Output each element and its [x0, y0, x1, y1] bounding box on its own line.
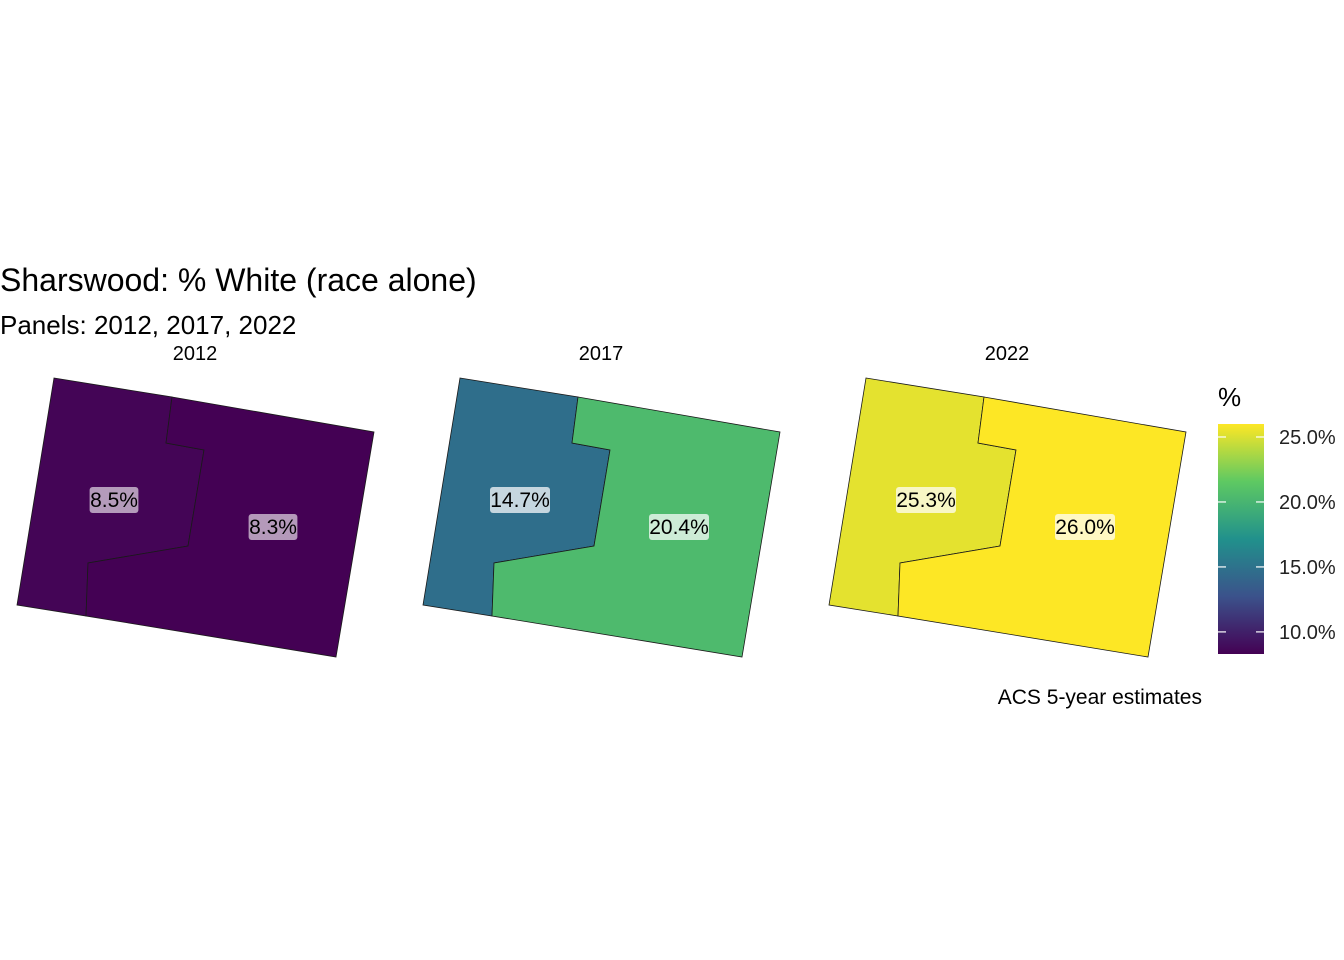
tract-east [85, 396, 375, 658]
value-label-text: 8.5% [90, 489, 138, 512]
map-panels: 2012 8.5% 8.3% 2017 14.7% 20.4% 2022 25.3% 26.0% [16, 343, 1187, 658]
legend-tick-label: 10.0% [1279, 622, 1336, 644]
panel-2012: 2012 8.5% 8.3% [16, 343, 375, 658]
chart-title: Sharswood: % White (race alone) [0, 262, 477, 298]
value-label-text: 8.3% [249, 516, 297, 539]
tract-east [491, 396, 781, 658]
value-label-east: 20.4% [649, 514, 709, 540]
value-label-box [1055, 514, 1115, 540]
chart-subtitle: Panels: 2012, 2017, 2022 [0, 310, 296, 340]
value-label-box [896, 487, 956, 513]
legend-tick-label: 15.0% [1279, 557, 1336, 579]
legend-tick-label: 25.0% [1279, 427, 1336, 449]
value-label-west: 25.3% [896, 487, 956, 513]
legend-colorbar [1218, 424, 1264, 654]
value-label-text: 20.4% [649, 516, 709, 539]
panel-strip-label: 2022 [985, 343, 1030, 365]
legend: % 10.0% 15.0% 20.0% 25.0% [1218, 382, 1336, 654]
value-label-box [490, 487, 550, 513]
tract-east [897, 396, 1187, 658]
value-label-east: 26.0% [1055, 514, 1115, 540]
panel-strip-label: 2017 [579, 343, 624, 365]
panel-2017: 2017 14.7% 20.4% [422, 343, 781, 658]
value-label-west: 8.5% [89, 487, 139, 513]
chart-caption: ACS 5-year estimates [998, 686, 1202, 709]
value-label-west: 14.7% [490, 487, 550, 513]
panel-2022: 2022 25.3% 26.0% [828, 343, 1187, 658]
value-label-east: 8.3% [248, 514, 298, 540]
panel-strip-label: 2012 [173, 343, 218, 365]
value-label-text: 26.0% [1055, 516, 1115, 539]
value-label-box [248, 514, 298, 540]
value-label-box [89, 487, 139, 513]
legend-title: % [1218, 382, 1241, 412]
value-label-box [649, 514, 709, 540]
value-label-text: 14.7% [490, 489, 550, 512]
legend-tick-label: 20.0% [1279, 492, 1336, 514]
value-label-text: 25.3% [896, 489, 956, 512]
